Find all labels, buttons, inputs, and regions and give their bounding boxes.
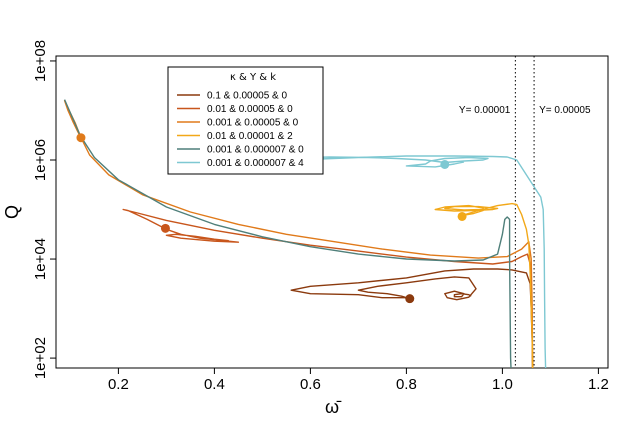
series-start-marker	[76, 133, 86, 143]
y-tick-label: 1e+06	[32, 139, 49, 181]
legend-entries: 0.1 & 0.00005 & 0 0.01 & 0.00005 & 0 0.001…	[177, 91, 304, 169]
legend-label: 0.001 & 0.000007 & 0	[207, 145, 304, 156]
series-line	[405, 156, 489, 168]
legend-label: 0.001 & 0.000007 & 4	[207, 158, 304, 169]
legend-box	[167, 66, 324, 175]
reference-line-label: Y= 0.00001	[459, 105, 511, 116]
axis-ticks: 0.2 0.4 0.6 0.8 1.0 1.2 1e+02 1e+04 1e+06 1e+08	[32, 40, 609, 393]
y-tick-label: 1e+02	[32, 337, 49, 379]
reference-line-label: Y= 0.00005	[539, 105, 591, 116]
legend-label: 0.01 & 0.00005 & 0	[207, 104, 293, 115]
legend-label: 0.01 & 0.00001 & 2	[207, 131, 293, 142]
x-tick-label: 0.4	[204, 376, 225, 393]
legend-label: 0.001 & 0.00005 & 0	[207, 118, 299, 129]
legend: κ & Y & k 0.1 & 0.00005 & 0 0.01 & 0.0000…	[167, 66, 324, 175]
plot-frame	[55, 55, 609, 369]
legend-label: 0.1 & 0.00005 & 0	[207, 91, 288, 102]
x-tick-label: 1.2	[588, 376, 609, 393]
series-start-marker	[405, 294, 415, 304]
legend-title: κ & Y & k	[230, 72, 276, 83]
y-tick-label: 1e+08	[32, 40, 49, 82]
series-start-marker	[440, 159, 450, 169]
x-tick-label: 0.6	[300, 376, 321, 393]
series-line-branch	[461, 202, 534, 368]
reference-lines: Y= 0.00001 Y= 0.00005	[459, 56, 591, 368]
series-line-branch	[300, 155, 547, 368]
series-start-marker	[457, 211, 467, 221]
series-line	[357, 276, 477, 301]
x-axis-title: ω̄	[325, 397, 342, 417]
y-tick-label: 1e+04	[32, 238, 49, 280]
series-line	[63, 99, 512, 368]
x-tick-label: 0.2	[108, 376, 129, 393]
y-axis-title: Q	[2, 205, 22, 219]
series-layer	[63, 99, 547, 368]
x-tick-label: 1.0	[492, 376, 513, 393]
series-start-marker	[160, 223, 170, 233]
series-line	[165, 228, 240, 243]
x-tick-label: 0.8	[396, 376, 417, 393]
